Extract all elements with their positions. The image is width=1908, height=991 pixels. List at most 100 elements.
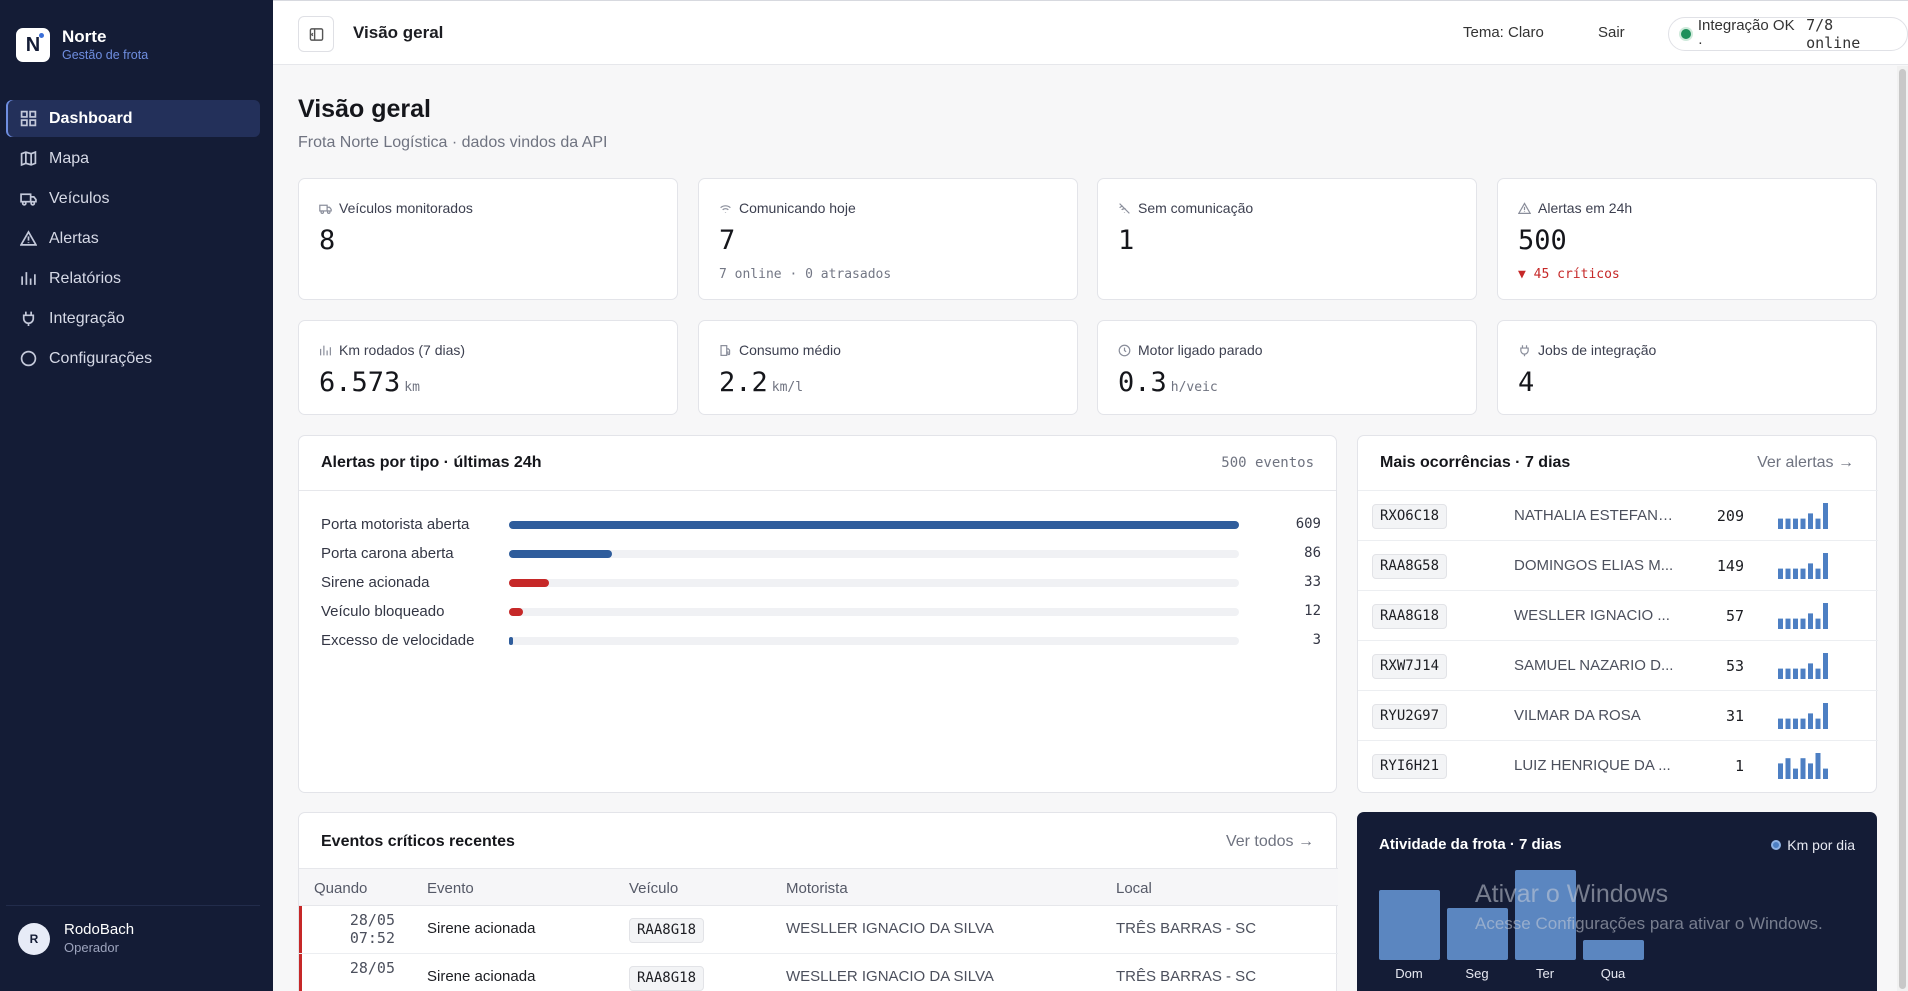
sparkline-bar [1815,718,1821,729]
sparkline-bar [1823,653,1828,679]
kpi-card-vehicles[interactable]: Veículos monitorados 8 [298,178,678,300]
occurrence-row[interactable]: RYI6H21 LUIZ HENRIQUE DA ... 1 [1358,740,1878,790]
logout-button[interactable]: Sair [1598,24,1625,41]
sidebar: N Norte Gestão de frota Dashboard Mapa V… [0,0,273,991]
kpi-card-km[interactable]: Km rodados (7 dias) 6.573 km [298,320,678,415]
legend-dot-icon [1771,840,1782,850]
vehicle-plate[interactable]: RXW7J14 [1372,654,1448,679]
warning-icon [1518,201,1531,214]
alert-type-label: Excesso de velocidade [321,632,475,649]
sidebar-item-configuracoes[interactable]: Configurações [6,340,260,377]
sidebar-item-alertas[interactable]: Alertas [6,220,260,257]
sidebar-item-label: Configurações [49,349,153,367]
sparkline-bar [1800,758,1806,779]
occurrence-row[interactable]: RAA8G18 WESLLER IGNACIO ... 57 [1358,590,1878,640]
page-scrollbar[interactable] [1897,66,1908,991]
kpi-label: Jobs de integração [1538,342,1657,358]
panel-title: Atividade da frota · 7 dias [1379,836,1562,853]
sparkline-bar [1815,568,1821,579]
column-header[interactable]: Veículo [629,880,679,897]
sidebar-item-dashboard[interactable]: Dashboard [6,100,260,137]
alert-type-row[interactable]: Excesso de velocidade 3 [321,630,1321,650]
table-row[interactable]: 28/05 Sirene acionada RAA8G18 WESLLER IG… [299,954,1338,991]
driver-name: SAMUEL NAZARIO D... [1514,657,1674,674]
vehicle-plate[interactable]: RAA8G58 [1372,554,1448,579]
activity-bar[interactable] [1583,940,1644,960]
event-time: 28/05 07:52 [347,911,395,947]
occurrence-row[interactable]: RYU2G97 VILMAR DA ROSA 31 [1358,690,1878,740]
sparkline-bar [1800,568,1806,579]
view-all-events-link[interactable]: Ver todos → [1225,833,1314,850]
view-alerts-link[interactable]: Ver alertas → [1757,454,1854,471]
vehicle-plate[interactable]: RAA8G18 [629,918,705,943]
activity-bar[interactable] [1379,889,1440,960]
sidebar-nav: Dashboard Mapa Veículos Alertas Relatóri… [6,100,260,380]
page-title: Visão geral [298,95,431,123]
activity-bar[interactable] [1515,870,1576,960]
sparkline-chart [1778,753,1828,779]
activity-bar[interactable] [1447,907,1508,960]
occurrence-row[interactable]: RXO6C18 NATHALIA ESTEFANI... 209 [1358,490,1878,540]
alert-type-row[interactable]: Porta motorista aberta 609 [321,514,1321,534]
sidebar-item-integracao[interactable]: Integração [6,300,260,337]
bar-fill [509,521,1239,529]
sparkline-bar [1823,503,1828,529]
alert-type-count: 3 [1312,632,1321,648]
kpi-card-communicating[interactable]: Comunicando hoje 7 7 online · 0 atrasado… [698,178,1078,300]
kpi-value: 500 [1518,225,1567,256]
header-title: Visão geral [353,23,444,42]
vehicle-plate[interactable]: RYU2G97 [1372,704,1448,729]
kpi-card-integration-jobs[interactable]: Jobs de integração 4 [1497,320,1877,415]
occurrence-row[interactable]: RXW7J14 SAMUEL NAZARIO D... 53 [1358,640,1878,690]
integration-status-badge[interactable]: Integração OK · 7/8 online [1668,16,1908,52]
sparkline-bar [1778,618,1783,629]
sidebar-item-mapa[interactable]: Mapa [6,140,260,177]
column-header[interactable]: Motorista [786,880,848,897]
kpi-card-idle-engine[interactable]: Motor ligado parado 0.3 h/veic [1097,320,1477,415]
brand[interactable]: N Norte Gestão de frota [16,27,148,63]
kpi-card-consumption[interactable]: Consumo médio 2.2 km/l [698,320,1078,415]
occurrence-row[interactable]: RAA8G58 DOMINGOS ELIAS M... 149 [1358,540,1878,590]
table-row[interactable]: 28/05 07:52 Sirene acionada RAA8G18 WESLL… [299,906,1338,954]
user-profile[interactable]: R RodoBach Operador [18,920,134,957]
column-header[interactable]: Evento [427,880,474,897]
alert-type-row[interactable]: Veículo bloqueado 12 [321,601,1321,621]
scrollbar-thumb[interactable] [1899,69,1906,989]
kpi-card-no-communication[interactable]: Sem comunicação 1 [1097,178,1477,300]
vehicle-plate[interactable]: RXO6C18 [1372,504,1448,529]
alert-type-count: 86 [1304,545,1321,561]
sparkline-bar [1800,518,1806,529]
vehicle-plate[interactable]: RYI6H21 [1372,754,1448,779]
event-location: TRÊS BARRAS - SC [1116,968,1257,985]
sparkline-bar [1823,603,1828,629]
status-dot-icon [1681,29,1691,39]
sidebar-item-relatorios[interactable]: Relatórios [6,260,260,297]
critical-indicator [299,954,302,991]
sparkline-bar [1815,618,1821,629]
sparkline-bar [1808,763,1813,779]
sparkline-bar [1808,713,1813,729]
sidebar-item-label: Integração [49,309,125,327]
bar-fill [509,550,613,558]
column-header[interactable]: Quando [314,880,368,897]
sidebar-toggle-button[interactable] [298,16,334,52]
brand-subtitle: Gestão de frota [62,48,149,62]
alert-type-row[interactable]: Porta carona aberta 86 [321,543,1321,563]
column-header[interactable]: Local [1116,880,1152,897]
sparkline-bar [1815,668,1821,679]
theme-toggle-button[interactable]: Tema: Claro [1463,24,1544,41]
kpi-value: 2.2 [719,367,768,398]
kpi-unit: km [404,380,420,395]
sidebar-item-label: Alertas [49,229,99,247]
alert-type-row[interactable]: Sirene acionada 33 [321,572,1321,592]
bar-track [509,521,1239,529]
kpi-card-alerts[interactable]: Alertas em 24h 500 ▼ 45 críticos [1497,178,1877,300]
vehicle-plate[interactable]: RAA8G18 [1372,604,1448,629]
vehicle-plate[interactable]: RAA8G18 [629,966,705,991]
sparkline-bar [1800,618,1806,629]
sidebar-item-veiculos[interactable]: Veículos [6,180,260,217]
sparkline-bar [1800,718,1806,729]
sparkline-bar [1778,763,1783,779]
occurrence-count: 31 [1725,707,1744,725]
panel-left-icon [309,27,323,41]
